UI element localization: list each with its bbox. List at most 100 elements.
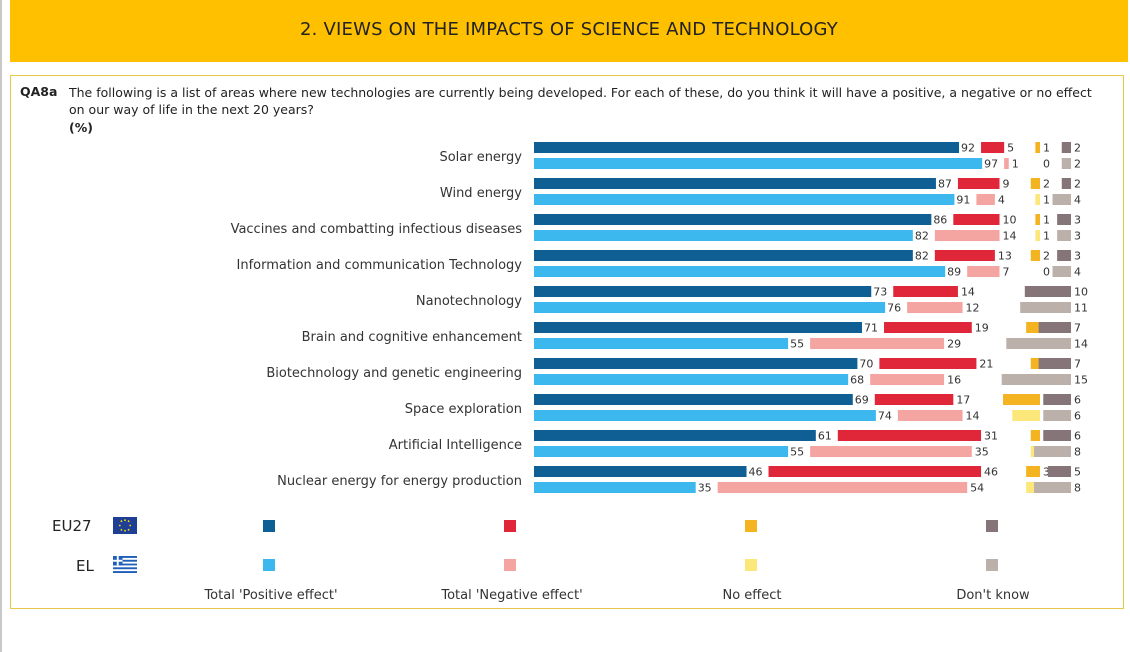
value-label-noeffect: 2 [1043,250,1050,263]
legend-label-noeffect: No effect [722,588,782,603]
bar-dontknow-el [1034,482,1071,493]
bar-negative-el [810,338,945,349]
question-text: The following is a list of areas where n… [69,85,1092,117]
category-label: Artificial Intelligence [389,438,522,453]
value-label-negative: 54 [970,482,984,495]
value-label-negative: 14 [1003,230,1017,243]
left-border [0,0,2,652]
chart-frame [10,75,1124,609]
value-label-positive: 91 [956,194,970,207]
value-label-dontknow: 10 [1074,286,1088,299]
bar-negative-el [967,266,1000,277]
value-label-positive: 71 [864,322,878,335]
value-label-negative: 21 [979,358,993,371]
bar-noeffect-eu27 [1030,430,1040,441]
bar-noeffect-el [1026,482,1040,493]
bar-positive-el [534,266,946,277]
value-label-negative: 12 [966,302,980,315]
value-label-positive: 97 [984,158,998,171]
legend-swatch-el-positive [263,559,275,571]
value-label-positive: 74 [878,410,892,423]
value-label-noeffect: 1 [1043,194,1050,207]
category-label: Nuclear energy for energy production [277,474,522,489]
bar-negative-el [870,374,945,385]
value-label-dontknow: 2 [1074,158,1081,171]
value-label-negative: 4 [998,194,1005,207]
bar-dontknow-eu27 [1057,214,1071,225]
value-label-negative: 10 [1003,214,1017,227]
bar-positive-eu27 [534,430,816,441]
category-label: Nanotechnology [416,294,522,309]
value-label-positive: 46 [749,466,763,479]
bar-dontknow-el [1057,230,1071,241]
bar-negative-eu27 [768,466,982,477]
value-label-dontknow: 7 [1074,358,1081,371]
bar-positive-el [534,446,789,457]
value-label-noeffect: 2 [1043,178,1050,191]
bar-dontknow-el [1052,194,1071,205]
bar-dontknow-eu27 [1047,466,1071,477]
bar-negative-el [907,302,963,313]
bar-positive-eu27 [534,142,960,153]
value-label-positive: 73 [873,286,887,299]
bar-negative-eu27 [934,250,995,261]
value-label-positive: 61 [818,430,832,443]
bar-positive-el [534,482,696,493]
value-label-positive: 68 [850,374,864,387]
bar-noeffect-eu27 [1030,178,1040,189]
value-label-dontknow: 8 [1074,482,1081,495]
bar-noeffect-eu27 [1035,214,1040,225]
value-label-positive: 70 [859,358,873,371]
bar-dontknow-el [1020,302,1071,313]
bar-dontknow-el [1034,446,1071,457]
value-label-dontknow: 14 [1074,338,1088,351]
category-label: Wind energy [440,186,522,201]
value-label-positive: 69 [855,394,869,407]
bar-negative-eu27 [874,394,954,405]
value-label-noeffect: 1 [1043,214,1050,227]
bar-noeffect-eu27 [1026,466,1040,477]
legend-code-eu27: EU27 [52,517,92,535]
bar-positive-eu27 [534,394,853,405]
bar-positive-el [534,194,955,205]
bar-negative-eu27 [957,178,1000,189]
bar-noeffect-el [1035,194,1040,205]
bar-positive-eu27 [534,322,863,333]
value-label-positive: 89 [947,266,961,279]
legend-swatch-el-negative [504,559,516,571]
bar-negative-el [810,446,972,457]
value-label-negative: 13 [998,250,1012,263]
bar-positive-el [534,230,913,241]
value-label-dontknow: 3 [1074,214,1081,227]
value-label-noeffect: 1 [1043,142,1050,155]
page-title: 2. VIEWS ON THE IMPACTS OF SCIENCE AND T… [300,19,838,40]
value-label-negative: 16 [947,374,961,387]
value-label-dontknow: 4 [1074,266,1081,279]
bar-negative-eu27 [953,214,1000,225]
bar-dontknow-el [1043,410,1071,421]
legend-label-dontknow: Don't know [956,588,1030,603]
category-label: Brain and cognitive enhancement [302,330,522,345]
value-label-dontknow: 3 [1074,230,1081,243]
value-label-negative: 17 [956,394,970,407]
bar-positive-el [534,338,789,349]
bar-positive-el [534,302,886,313]
legend-label-negative: Total 'Negative effect' [441,588,583,603]
bar-noeffect-eu27 [1003,394,1040,405]
bar-negative-eu27 [981,142,1005,153]
greece-flag-icon [113,556,137,573]
value-label-dontknow: 11 [1074,302,1088,315]
bar-negative-el [1004,158,1009,169]
bar-dontknow-el [1052,266,1071,277]
value-label-negative: 5 [1007,142,1014,155]
category-label: Space exploration [405,402,522,417]
value-label-dontknow: 5 [1074,466,1081,479]
value-label-positive: 82 [915,250,929,263]
value-label-noeffect: 0 [1043,266,1050,279]
value-label-dontknow: 4 [1074,194,1081,207]
value-label-dontknow: 15 [1074,374,1088,387]
bar-dontknow-eu27 [1038,358,1071,369]
value-label-dontknow: 3 [1074,250,1081,263]
bar-positive-eu27 [534,286,872,297]
